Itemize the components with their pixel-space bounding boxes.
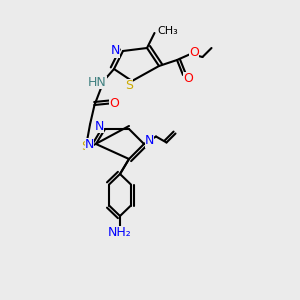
- Text: N: N: [145, 134, 154, 148]
- Text: O: O: [184, 71, 193, 85]
- Text: N: N: [85, 137, 94, 151]
- Text: S: S: [125, 79, 133, 92]
- Text: NH₂: NH₂: [108, 226, 132, 239]
- Text: S: S: [82, 140, 89, 153]
- Text: N: N: [95, 119, 104, 133]
- Text: HN: HN: [88, 76, 107, 89]
- Text: O: O: [109, 97, 119, 110]
- Text: N: N: [111, 44, 120, 58]
- Text: CH₃: CH₃: [158, 26, 178, 37]
- Text: O: O: [189, 46, 199, 59]
